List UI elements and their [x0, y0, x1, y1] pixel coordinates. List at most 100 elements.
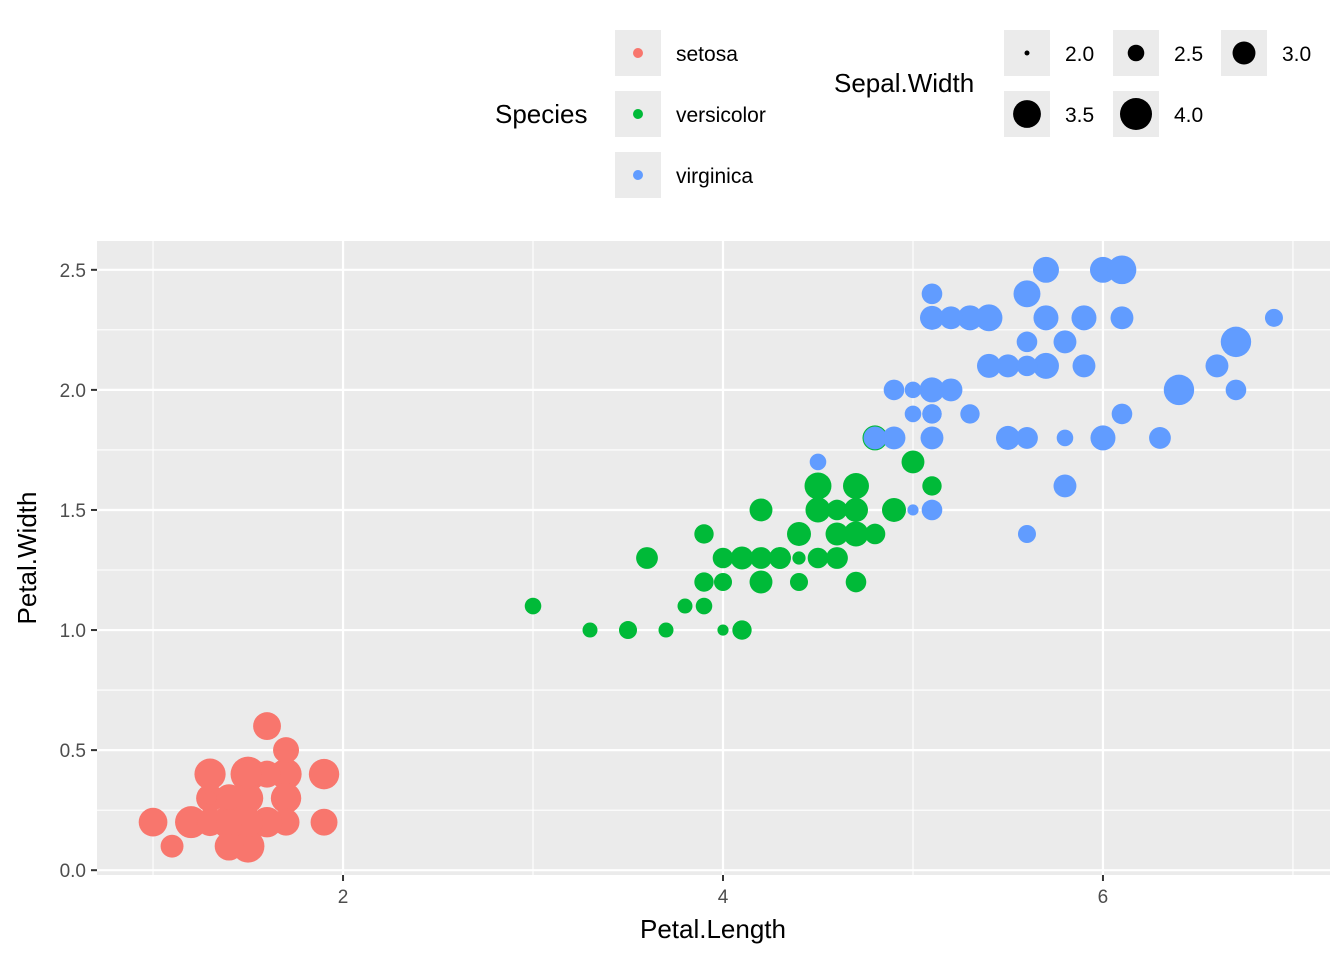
y-tick-label: 2.5 — [60, 261, 86, 282]
point-virginica — [1205, 354, 1229, 378]
point-versicolor — [749, 570, 773, 594]
legend-swatch-versicolor — [633, 109, 643, 119]
point-setosa — [232, 782, 264, 814]
legend-label-versicolor: versicolor — [676, 104, 766, 127]
x-tick-label: 2 — [338, 887, 349, 908]
point-versicolor — [677, 598, 693, 614]
point-virginica — [1032, 256, 1059, 283]
y-tick-label: 1.5 — [60, 501, 86, 522]
point-virginica — [1090, 425, 1116, 451]
point-virginica — [809, 453, 827, 471]
point-virginica — [1016, 355, 1038, 377]
legend-swatch-setosa — [633, 48, 643, 58]
point-versicolor — [806, 498, 830, 522]
point-setosa — [194, 758, 226, 790]
species-legend-title: Species — [495, 99, 588, 129]
point-versicolor — [524, 597, 542, 615]
point-versicolor — [843, 497, 868, 522]
point-versicolor — [694, 572, 714, 592]
point-virginica — [1016, 427, 1038, 449]
y-tick-label: 0.0 — [60, 861, 86, 882]
point-virginica — [919, 377, 945, 403]
y-tick-label: 1.0 — [60, 621, 86, 642]
point-setosa — [217, 786, 241, 810]
point-versicolor — [694, 524, 714, 544]
point-virginica — [996, 354, 1020, 378]
point-versicolor — [732, 620, 752, 640]
point-versicolor — [901, 450, 925, 474]
point-versicolor — [922, 476, 942, 496]
point-setosa — [203, 791, 217, 805]
point-versicolor — [749, 498, 773, 522]
size-legend-label: 4.0 — [1174, 104, 1203, 127]
point-versicolor — [695, 597, 713, 615]
point-virginica — [1220, 326, 1252, 358]
sepal-width-legend-title: Sepal.Width — [834, 68, 974, 98]
point-versicolor — [842, 472, 869, 499]
point-versicolor — [845, 571, 867, 593]
size-legend-label: 3.0 — [1282, 43, 1311, 66]
point-virginica — [863, 426, 887, 450]
point-setosa — [273, 737, 300, 764]
x-tick-label: 6 — [1098, 887, 1109, 908]
point-virginica — [1053, 330, 1077, 354]
point-setosa — [233, 807, 263, 837]
point-virginica — [1107, 255, 1137, 285]
point-versicolor — [583, 623, 597, 637]
point-virginica — [976, 353, 1001, 378]
size-legend-label: 3.5 — [1065, 104, 1094, 127]
point-virginica — [1264, 308, 1283, 327]
point-virginica — [1163, 374, 1195, 406]
size-legend-swatch — [1232, 41, 1256, 65]
point-setosa — [178, 809, 204, 835]
point-virginica — [907, 504, 919, 516]
point-virginica — [920, 426, 944, 450]
point-versicolor — [789, 573, 809, 592]
point-versicolor — [825, 522, 849, 546]
point-virginica — [1033, 305, 1059, 331]
point-virginica — [1110, 306, 1134, 330]
point-virginica — [1071, 305, 1097, 331]
legend-swatch-virginica — [633, 170, 643, 180]
point-virginica — [995, 425, 1020, 450]
point-setosa — [270, 782, 302, 814]
legend-label-setosa: setosa — [676, 43, 738, 66]
y-tick-label: 2.0 — [60, 381, 86, 402]
sepal-width-legend: Sepal.Width 2.0 2.5 3.0 3.5 4.0 — [834, 30, 1311, 137]
point-virginica — [939, 378, 963, 402]
point-versicolor — [792, 551, 806, 565]
point-versicolor — [807, 547, 829, 569]
point-setosa — [214, 831, 244, 861]
point-virginica — [904, 381, 922, 399]
point-virginica — [921, 283, 943, 305]
point-setosa — [270, 758, 302, 790]
point-virginica — [939, 306, 963, 330]
point-versicolor — [845, 523, 867, 545]
point-virginica — [1032, 352, 1059, 379]
point-virginica — [921, 499, 943, 521]
point-virginica — [1072, 354, 1096, 378]
point-virginica — [960, 404, 980, 424]
point-virginica — [919, 305, 944, 330]
point-virginica — [1149, 427, 1171, 449]
size-legend-swatch — [1127, 44, 1145, 62]
x-axis-title: Petal.Length — [640, 914, 786, 944]
point-setosa — [310, 808, 338, 836]
point-setosa — [160, 834, 184, 858]
point-setosa — [216, 809, 243, 836]
point-versicolor — [750, 547, 772, 569]
point-versicolor — [826, 547, 848, 569]
point-virginica — [975, 304, 1003, 332]
point-virginica — [882, 426, 906, 450]
point-virginica — [1016, 331, 1038, 353]
point-versicolor — [717, 624, 729, 636]
species-legend: Species setosa versicolor virginica — [495, 30, 766, 198]
point-virginica — [1225, 379, 1247, 401]
point-setosa — [308, 758, 340, 790]
point-versicolor — [769, 547, 791, 569]
y-tick-label: 0.5 — [60, 741, 86, 762]
point-versicolor — [658, 622, 674, 638]
size-legend-swatch — [1013, 100, 1041, 128]
point-setosa — [234, 760, 262, 788]
